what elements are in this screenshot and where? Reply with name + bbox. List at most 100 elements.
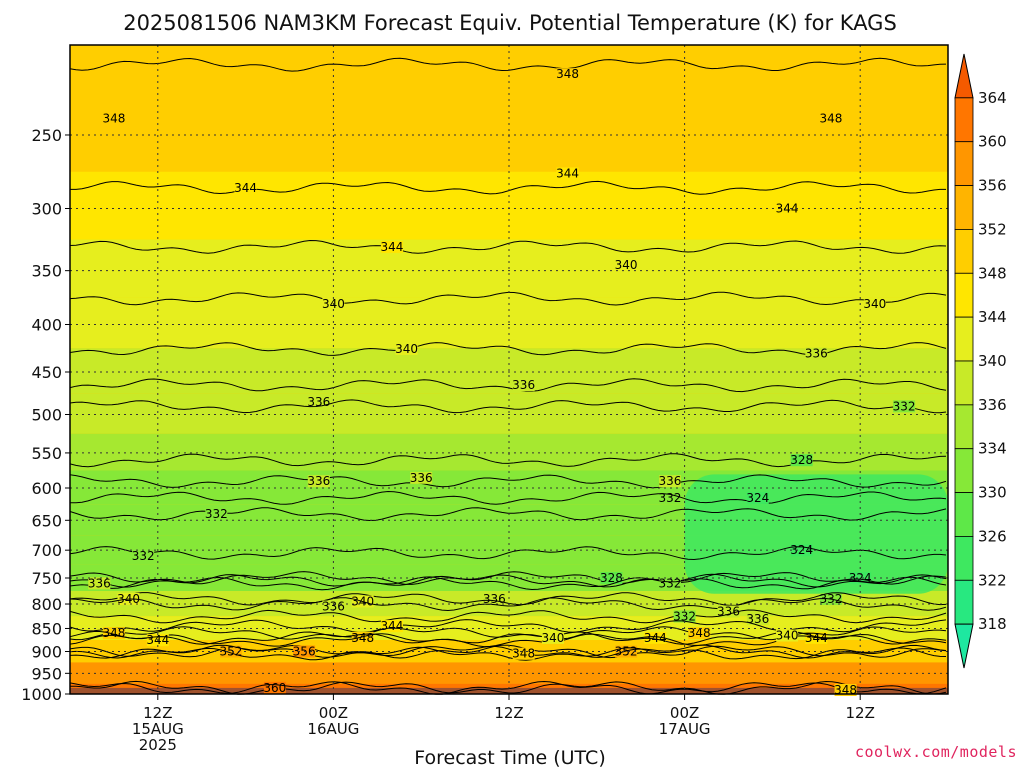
colorbar-tick-label: 326	[978, 527, 1007, 545]
colorbar: 364 360 356 352 348 344 340 336 334 330 326 322 318	[954, 53, 1007, 669]
contour-label: 348	[102, 112, 125, 126]
contour-line-352	[69, 644, 947, 659]
contour-label-bg	[644, 631, 667, 644]
contour-line-340	[69, 592, 947, 606]
contour-line-344	[70, 180, 946, 195]
colorbar-tick-label: 336	[978, 396, 1007, 414]
x-tick-label: 00Z	[670, 704, 699, 722]
contour-label: 344	[644, 631, 667, 645]
contour-label: 324	[746, 491, 769, 505]
contour-label-bg	[307, 475, 330, 488]
contour-line-336	[69, 474, 947, 489]
contour-label-text: 344	[234, 181, 257, 195]
contour-label-bg	[834, 683, 857, 696]
contour-line-324	[69, 490, 947, 505]
contour-label-bg	[205, 508, 228, 521]
chart-title: 2025081506 NAM3KM Forecast Equiv. Potent…	[123, 11, 897, 35]
contour-line-340	[69, 291, 947, 306]
contour-label-text: 332	[893, 399, 916, 413]
y-tick-label: 850	[31, 619, 62, 638]
colorbar-segment	[954, 579, 974, 625]
contour-label-bg	[658, 491, 681, 504]
colorbar-tick-label: 364	[978, 89, 1007, 107]
contour-line-336	[69, 378, 947, 393]
contour-label: 332	[659, 491, 682, 505]
contour-label-text: 336	[307, 395, 330, 409]
contour-label: 336	[307, 474, 330, 488]
colorbar-segment	[954, 360, 974, 406]
colorbar-segment	[954, 404, 974, 450]
contour-label: 348	[834, 683, 857, 697]
contour-label-text: 332	[205, 507, 228, 521]
contour-label-text: 336	[88, 576, 111, 590]
colorbar-segment	[954, 272, 974, 318]
y-tick-label: 350	[31, 262, 62, 281]
contour-label: 332	[205, 507, 228, 521]
contour-line-332	[69, 546, 947, 561]
contour-label: 348	[556, 67, 579, 81]
contour-label-text: 360	[263, 681, 286, 695]
theta-band-300	[70, 171, 948, 240]
contour-label-text: 328	[790, 453, 813, 467]
y-tick-label: 300	[31, 200, 62, 219]
contour-label: 348	[351, 631, 374, 645]
y-tick-label: 550	[31, 444, 62, 463]
colorbar-tick-label: 330	[978, 484, 1007, 502]
contour-label: 336	[410, 471, 433, 485]
contour-label-bg	[688, 627, 711, 640]
contour-line-344	[69, 619, 947, 633]
contour-label: 336	[805, 347, 828, 361]
contour-label-bg	[541, 631, 564, 644]
contour-label-text: 344	[556, 166, 579, 180]
colorbar-segment	[954, 97, 974, 143]
contour-label: 332	[132, 549, 155, 563]
contour-label-bg	[556, 68, 579, 81]
contour-line-344	[69, 239, 947, 254]
contour-label: 336	[322, 600, 345, 614]
cold-pocket	[684, 474, 948, 594]
x-tick-label: 16AUG	[307, 720, 359, 738]
colorbar-segment	[954, 492, 974, 537]
contour-label-text: 344	[776, 202, 799, 216]
contour-label: 332	[659, 576, 682, 590]
contour-line-332	[69, 573, 947, 588]
contour-label-bg	[863, 297, 886, 310]
theta-band-550	[70, 433, 948, 471]
x-tick-label: 12Z	[143, 704, 172, 722]
y-tick-label: 250	[31, 126, 62, 145]
contour-label-bg	[512, 379, 535, 392]
contour-label-text: 340	[863, 297, 886, 311]
contour-line-356	[69, 644, 947, 659]
ground-band	[70, 687, 948, 694]
credit-link[interactable]: coolwx.com/models	[855, 743, 1017, 761]
contour-label-text: 332	[132, 549, 155, 563]
contour-label-text: 348	[351, 631, 374, 645]
contour-label-bg	[746, 612, 769, 625]
contour-label: 336	[659, 474, 682, 488]
contour-label-text: 336	[483, 592, 506, 606]
contour-label-bg	[410, 471, 433, 484]
y-tick-label: 750	[31, 569, 62, 588]
contour-label-text: 348	[688, 626, 711, 640]
contour-label: 340	[615, 258, 638, 272]
contour-label: 344	[234, 181, 257, 195]
colorbar-tick-label: 348	[978, 264, 1007, 282]
contour-label: 328	[790, 453, 813, 467]
grid-lines	[69, 44, 949, 695]
contour-label: 336	[88, 576, 111, 590]
contour-line-336	[69, 597, 947, 612]
contour-label-text: 348	[556, 67, 579, 81]
contour-label-bg	[234, 181, 257, 194]
contour-label-bg	[658, 577, 681, 590]
x-tick-label: 2025	[139, 736, 177, 754]
contour-line-348	[69, 646, 947, 661]
contour-label: 348	[512, 647, 535, 661]
y-axis-ticks: 250 300 350 400 450 500 550 600 650 700 750 800 850 9…	[21, 126, 70, 704]
contour-label-text: 344	[380, 240, 403, 254]
contour-line-332	[69, 399, 947, 414]
y-tick-label: 700	[31, 541, 62, 560]
contour-label: 336	[307, 395, 330, 409]
colorbar-segment	[954, 141, 974, 186]
